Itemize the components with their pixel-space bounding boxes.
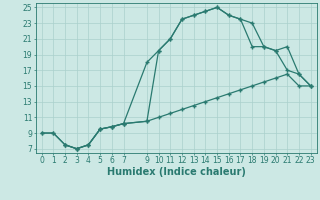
X-axis label: Humidex (Indice chaleur): Humidex (Indice chaleur) [107, 167, 245, 177]
